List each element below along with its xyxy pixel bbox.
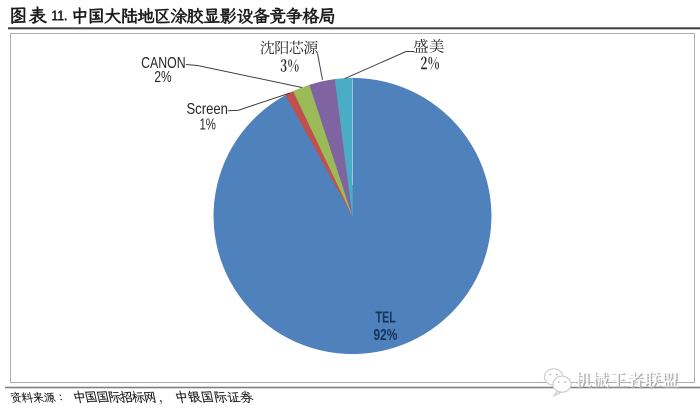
svg-text:2%: 2% [154,69,171,86]
svg-text:Screen: Screen [186,101,228,118]
svg-text:92%: 92% [373,327,397,344]
svg-text:TEL: TEL [375,309,396,326]
svg-text:CANON: CANON [141,55,186,72]
svg-text:1%: 1% [199,116,216,133]
svg-text:11.: 11. [51,9,67,25]
